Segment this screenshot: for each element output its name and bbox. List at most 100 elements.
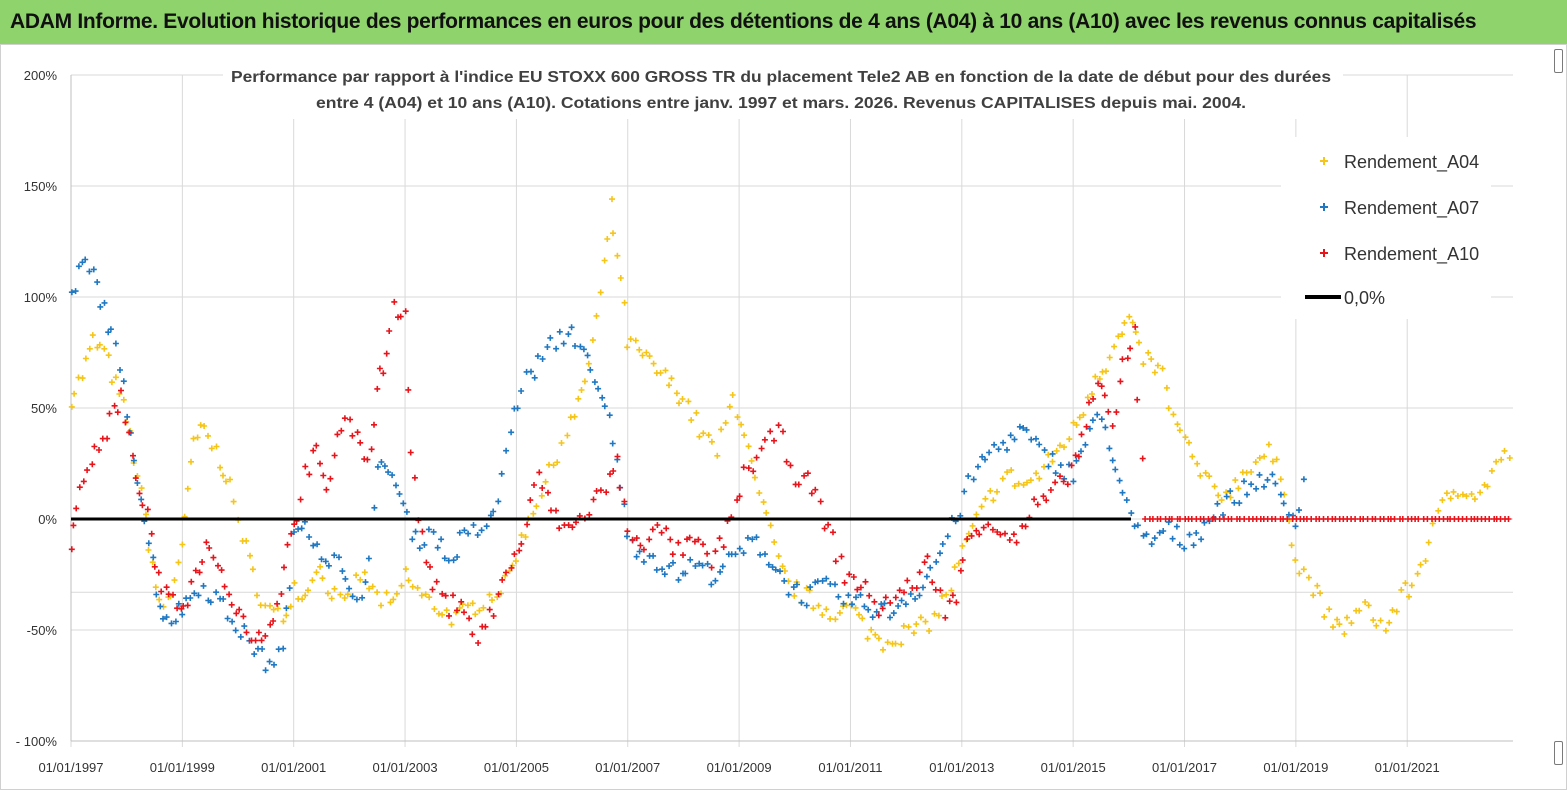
a07-point xyxy=(286,585,293,592)
a04-point xyxy=(1443,490,1450,497)
a07-point xyxy=(1134,522,1141,529)
a04-point xyxy=(585,360,592,367)
a10-point xyxy=(629,536,636,543)
a07-point xyxy=(1160,528,1167,534)
a04-point xyxy=(486,591,493,598)
a10-point xyxy=(228,601,235,608)
a07-point xyxy=(470,522,477,528)
a10-point xyxy=(527,497,534,504)
a07-point xyxy=(719,563,726,570)
a10-point xyxy=(887,599,894,606)
a07-point xyxy=(937,550,943,557)
a04-point xyxy=(1070,419,1077,426)
a10-point xyxy=(118,387,124,394)
a04-point xyxy=(422,591,429,598)
a10-point xyxy=(1168,516,1175,522)
a04-point xyxy=(480,604,487,611)
a07-point xyxy=(692,563,699,569)
a04-point xyxy=(982,495,989,502)
a04-point xyxy=(578,387,585,393)
a07-point xyxy=(717,568,724,575)
a07-point xyxy=(1023,426,1030,433)
a10-point xyxy=(218,567,225,574)
a07-point xyxy=(577,343,584,350)
a10-point xyxy=(1078,431,1085,438)
a10-point xyxy=(1072,452,1079,459)
a04-point xyxy=(190,435,197,442)
a10-point xyxy=(704,550,711,557)
a10-point xyxy=(637,542,644,549)
a04-point xyxy=(1288,542,1295,549)
a10-point xyxy=(233,610,240,617)
a04-point xyxy=(1310,592,1317,599)
a04-point xyxy=(1106,354,1113,361)
a10-point xyxy=(442,592,449,599)
a07-point xyxy=(1248,481,1255,488)
a07-point xyxy=(798,599,805,606)
resize-handle-icon[interactable] xyxy=(1554,741,1563,765)
a07-point xyxy=(150,554,157,561)
a04-point xyxy=(1356,607,1363,614)
a10-point xyxy=(313,442,320,449)
a10-point xyxy=(953,599,960,606)
a04-point xyxy=(443,607,450,614)
a04-point xyxy=(1493,458,1500,465)
a07-point xyxy=(547,334,554,341)
a07-point xyxy=(970,476,977,483)
a10-point xyxy=(675,539,682,546)
a04-point xyxy=(1447,495,1454,502)
a07-point xyxy=(195,592,202,599)
a07-point xyxy=(869,614,876,621)
a04-point xyxy=(1089,391,1095,397)
a07-point xyxy=(389,472,396,479)
a07-point xyxy=(1214,500,1221,507)
a04-point xyxy=(366,585,373,592)
a10-point xyxy=(419,528,426,535)
a04-point xyxy=(1159,365,1166,372)
legend-marker-a04 xyxy=(1320,157,1328,165)
a10-point xyxy=(980,524,987,531)
a07-point xyxy=(365,555,372,562)
a10-point xyxy=(946,598,953,605)
a10-point xyxy=(450,592,456,599)
a10-point xyxy=(686,534,693,541)
a04-point xyxy=(208,445,215,452)
a04-point xyxy=(1336,621,1343,628)
a07-point xyxy=(200,582,207,589)
a07-point xyxy=(1292,523,1299,530)
a04-point xyxy=(987,487,994,494)
a07-point xyxy=(82,256,89,263)
a04-point xyxy=(1256,454,1263,461)
a04-point xyxy=(726,403,733,410)
a10-point xyxy=(830,529,836,536)
a07-point xyxy=(280,645,287,652)
a07-point xyxy=(112,340,119,347)
a04-point xyxy=(116,391,123,397)
a04-point xyxy=(324,590,331,597)
a07-point xyxy=(601,403,608,410)
a10-point xyxy=(964,536,971,542)
a07-point xyxy=(75,263,82,270)
a10-point xyxy=(879,605,886,612)
a07-point xyxy=(90,266,97,273)
a10-point xyxy=(901,589,907,596)
a07-point xyxy=(342,575,349,582)
a10-point xyxy=(850,574,857,580)
a07-point xyxy=(1236,500,1243,507)
a10-point xyxy=(924,553,931,560)
a04-point xyxy=(309,577,316,584)
a10-point xyxy=(804,470,811,477)
a04-point xyxy=(969,522,976,529)
a07-point xyxy=(675,576,682,583)
resize-handle-icon[interactable] xyxy=(1554,49,1563,73)
a07-point xyxy=(832,581,838,588)
a07-point xyxy=(944,533,951,540)
a04-point xyxy=(1252,459,1259,466)
a10-point xyxy=(188,578,195,585)
a07-point xyxy=(441,555,448,562)
a10-point xyxy=(780,428,786,435)
a07-point xyxy=(220,596,227,602)
a04-point xyxy=(943,591,950,598)
a04-point xyxy=(1136,339,1142,346)
a04-point xyxy=(827,615,834,622)
